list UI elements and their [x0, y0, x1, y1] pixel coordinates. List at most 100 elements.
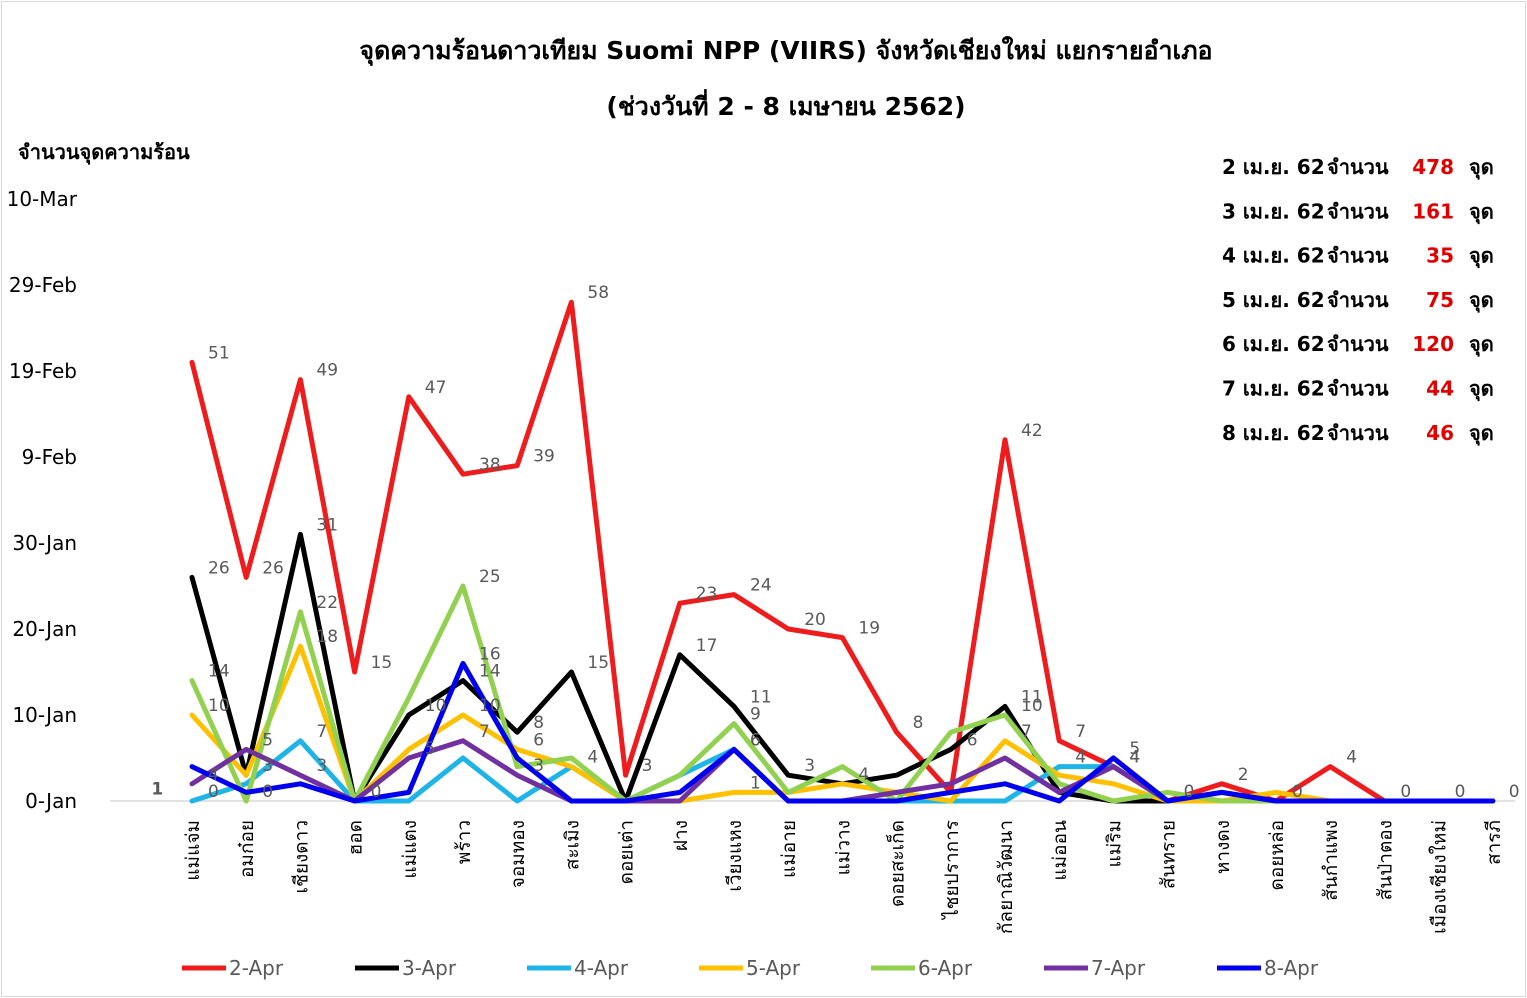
y-tick-label: 20-Jan [12, 617, 77, 641]
data-label: 0 [1509, 782, 1520, 802]
data-label: 24 [750, 576, 772, 596]
info-date: 2 เม.ย. 62 [1222, 155, 1325, 179]
y-tick-label: 0-Jan [25, 789, 77, 813]
data-label: 0 [1455, 782, 1466, 802]
data-label: 14 [479, 662, 501, 682]
data-label: 10 [425, 696, 447, 716]
y-tick-label: 10-Jan [12, 703, 77, 727]
series-line-5-Apr [189, 643, 1496, 804]
data-label: 0 [1292, 782, 1303, 802]
x-tick-label: สันกำแพง [1320, 820, 1342, 901]
legend-item: 5-Apr [699, 956, 801, 980]
info-count: 75 [1426, 288, 1454, 312]
x-tick-label: สันทราย [1158, 820, 1180, 889]
series-lines [189, 299, 1496, 804]
x-tick-label: สารภี [1483, 820, 1505, 865]
data-label: 51 [208, 343, 230, 363]
legend-label: 4-Apr [574, 956, 629, 980]
data-label: 3 [533, 756, 544, 776]
data-label: 8 [913, 713, 924, 733]
data-label: 15 [371, 653, 393, 673]
data-label: 2 [1238, 765, 1249, 785]
x-tick-label: ฝาง [670, 820, 692, 851]
info-row: 8 เม.ย. 62 จำนวน 46 จุด [1222, 421, 1494, 446]
info-count: 120 [1412, 332, 1454, 356]
info-unit: จุด [1469, 155, 1494, 180]
data-label: 3 [804, 756, 815, 776]
info-unit: จุด [1469, 244, 1494, 269]
info-date: 8 เม.ย. 62 [1222, 421, 1325, 445]
x-tick-label: ดอยเต่า [616, 820, 638, 884]
y-tick-label: 30-Jan [12, 531, 77, 555]
data-label: 4 [1075, 748, 1086, 768]
legend-item: 4-Apr [527, 956, 629, 980]
data-label: 4 [858, 765, 869, 785]
x-tick-label: ฮอด [345, 820, 367, 855]
data-label: 7 [1075, 722, 1086, 742]
data-label: 11 [1021, 687, 1043, 707]
info-row: 7 เม.ย. 62 จำนวน 44 จุด [1222, 377, 1494, 402]
legend-label: 6-Apr [918, 956, 973, 980]
data-label: 8 [533, 713, 544, 733]
x-tick-label: สะเมิง [561, 820, 583, 870]
x-tick-label: เมืองเชียงใหม่ [1429, 820, 1451, 934]
data-label: 16 [479, 644, 501, 664]
data-label: 0 [371, 782, 382, 802]
x-tick-label: ดอยหล่อ [1266, 820, 1288, 890]
info-word: จำนวน [1327, 377, 1389, 401]
legend-item: 3-Apr [355, 956, 457, 980]
info-unit: จุด [1469, 421, 1494, 446]
info-box: 2 เม.ย. 62 จำนวน 478 จุด3 เม.ย. 62 จำนวน 161 จ… [1222, 155, 1494, 446]
info-unit: จุด [1469, 332, 1494, 357]
data-label: 7 [1021, 722, 1032, 742]
data-label: 10 [1021, 696, 1043, 716]
legend-label: 5-Apr [746, 956, 801, 980]
x-tick-label: แม่แจ่ม [182, 820, 204, 881]
legend-item: 7-Apr [1044, 956, 1146, 980]
x-tick-label: เวียงแหง [724, 820, 746, 892]
data-label: 5 [425, 739, 436, 759]
data-label: 42 [1021, 421, 1043, 441]
data-label: 20 [804, 610, 826, 630]
data-label: 10 [479, 696, 501, 716]
data-label: 38 [479, 455, 501, 475]
x-tick-label: กัลยาณิวัฒนา [995, 820, 1017, 934]
info-row: 2 เม.ย. 62 จำนวน 478 จุด [1222, 155, 1494, 180]
data-label: 3 [642, 756, 653, 776]
legend-item: 6-Apr [871, 956, 973, 980]
info-word: จำนวน [1327, 155, 1389, 179]
data-label: 0 [262, 782, 273, 802]
data-label: 0 [208, 782, 219, 802]
x-tick-label: หางดง [1212, 820, 1234, 874]
info-word: จำนวน [1327, 421, 1389, 445]
data-label: 39 [533, 447, 555, 467]
info-count: 161 [1412, 199, 1454, 223]
data-label: 4 [1346, 748, 1357, 768]
legend-label: 7-Apr [1091, 956, 1146, 980]
data-label: 6 [750, 730, 761, 750]
data-label: 14 [208, 662, 230, 682]
info-date: 6 เม.ย. 62 [1222, 332, 1325, 356]
data-label: 4 [1129, 748, 1140, 768]
x-axis-ticks: แม่แจ่ม อมก๋อย เชียงดาว ฮอด แม่แตง พร้าว จอมทอ… [182, 820, 1505, 934]
y-tick-label: 19-Feb [9, 359, 77, 383]
x-tick-label: แม่ออน [1049, 820, 1071, 881]
data-label: 4 [1129, 748, 1140, 768]
data-label: 11 [750, 687, 772, 707]
data-label: 31 [316, 515, 338, 535]
data-label: 23 [696, 584, 718, 604]
data-label: 26 [208, 558, 230, 578]
data-label: 3 [262, 756, 273, 776]
info-word: จำนวน [1327, 199, 1389, 223]
info-row: 4 เม.ย. 62 จำนวน 35 จุด [1222, 244, 1494, 269]
data-label: 22 [316, 593, 338, 613]
data-label: 4 [208, 765, 219, 785]
y-tick-label: 9-Feb [22, 445, 77, 469]
y-axis-label: จำนวนจุดความร้อน [18, 140, 190, 165]
data-label: 49 [316, 361, 338, 381]
data-label: 7 [479, 722, 490, 742]
y-tick-label: 29-Feb [9, 273, 77, 297]
